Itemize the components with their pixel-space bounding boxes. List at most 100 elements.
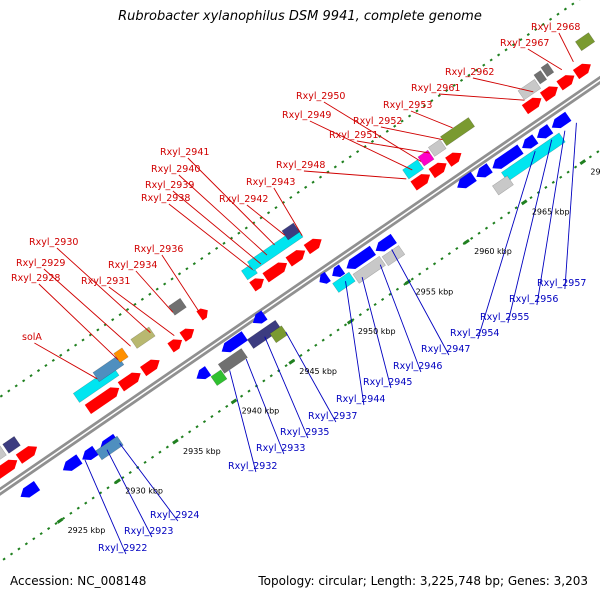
reverse-tick-dot [477,231,481,235]
gene-feature [375,233,397,252]
forward-tick-dot [400,119,404,123]
topology-text: Topology: circular; Length: 3,225,748 bp… [258,574,588,588]
gene-feature [492,175,514,196]
gene-feature [167,339,183,353]
reverse-tick-dot [314,343,318,347]
reverse-tick-dot [188,430,192,434]
gene-feature [62,454,83,471]
reverse-gene-arrow [82,445,99,461]
forward-gene-label: Rxyl_2936 [134,244,183,255]
reverse-tick-dot [373,302,377,307]
leader-line [245,358,285,455]
forward-tick-dot [318,175,323,179]
leader-line [558,32,574,63]
reverse-tick-dot [455,246,459,251]
reverse-tick-dot [358,313,362,317]
gene-box [0,445,7,468]
forward-tick-dot [36,369,41,373]
forward-tick-dot [385,129,389,133]
gene-feature [551,111,572,129]
scale-label: 2940 kbp [242,407,280,416]
forward-gene-label: Rxyl_2929 [16,258,65,269]
reverse-tick-dot [47,527,51,531]
gene-box [95,435,124,461]
scale-major-tick [346,318,354,325]
gene-feature [476,163,493,178]
leader-line [264,336,309,439]
reverse-tick-dot [566,170,570,174]
leader-line [361,276,392,389]
forward-tick-dot [177,272,182,276]
reverse-gene-arrow [476,163,493,178]
forward-gene-label: Rxyl_2968 [531,22,580,33]
forward-tick-dot [22,379,26,383]
forward-gene-label: Rxyl_2943 [246,177,295,188]
leader-line [536,130,566,306]
reverse-tick-dot [470,236,474,240]
reverse-tick-dot [143,460,147,464]
forward-gene-arrow [117,372,141,392]
reverse-tick-dot [321,338,325,342]
leader-line [161,254,200,312]
reverse-tick-dot [32,537,36,541]
reverse-tick-dot [596,150,600,154]
leader-line [345,281,365,406]
reverse-tick-dot [447,252,451,256]
forward-tick-dot [422,104,426,108]
reverse-tick-dot [366,308,370,312]
forward-gene-label: Rxyl_2939 [145,180,194,191]
reverse-tick-dot [217,409,221,413]
reverse-gene-arrow [536,124,554,139]
reverse-tick-dot [91,496,95,500]
gene-feature [539,86,558,102]
gene-feature [95,435,124,461]
gene-box [210,369,228,387]
gene-feature [556,75,575,91]
leader-line [303,170,407,180]
reverse-gene-label: Rxyl_2954 [450,328,499,339]
forward-tick-dot [118,313,122,317]
forward-tick-dot [244,226,248,230]
forward-gene-label: Rxyl_2940 [151,164,200,175]
reverse-tick-dot [61,516,66,520]
scale-label: 2925 kbp [68,526,106,535]
reverse-tick-dot [306,348,310,352]
forward-gene-arrow [196,308,208,321]
gene-box [217,348,248,374]
scale-major-tick [288,358,296,365]
reverse-tick-dot [499,216,503,220]
reverse-gene-arrow [346,245,376,270]
gene-feature [536,124,554,139]
reverse-gene-label: Rxyl_2923 [124,526,173,537]
reverse-tick-dot [284,364,288,368]
forward-gene-arrow [285,250,306,267]
reverse-tick-dot [150,455,155,459]
gene-box [130,326,156,349]
gene-feature [117,372,141,392]
gene-feature [196,308,208,321]
forward-tick-dot [274,206,278,210]
forward-tick-dot [96,328,100,332]
reverse-tick-dot [432,262,437,266]
reverse-tick-dot [39,532,43,536]
gene-box [492,175,514,196]
reverse-tick-dot [484,226,489,230]
scale-label: 2960 kbp [474,247,512,256]
forward-gene-arrow [262,262,288,283]
gene-feature [517,79,542,101]
forward-tick-dot [526,33,530,37]
reverse-tick-dot [425,267,429,271]
gene-feature [0,445,7,468]
reverse-gene-arrow [551,111,572,129]
gene-feature [533,70,548,85]
leader-line [168,203,254,271]
forward-gene-label: Rxyl_2931 [81,276,130,287]
forward-gene-arrow [249,278,264,292]
forward-gene-arrow [84,387,120,414]
map-title: Rubrobacter xylanophilus DSM 9941, compl… [118,9,482,24]
scale-label: 2930 kbp [125,486,163,495]
reverse-gene-arrow [375,233,397,252]
forward-tick-dot [185,267,189,271]
reverse-tick-dot [551,180,555,184]
